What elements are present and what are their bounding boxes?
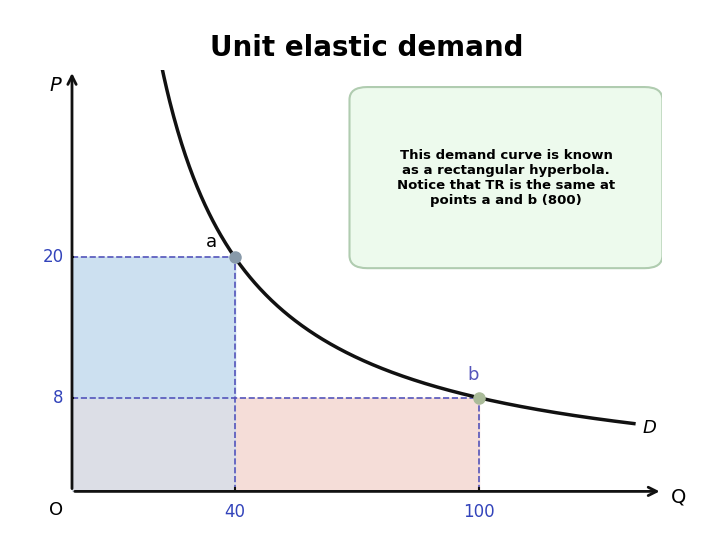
Text: O: O [49, 501, 63, 519]
Text: D: D [642, 419, 656, 437]
Text: 20: 20 [42, 248, 64, 266]
Title: Unit elastic demand: Unit elastic demand [210, 35, 524, 62]
Text: 8: 8 [53, 389, 64, 407]
Text: a: a [207, 233, 217, 251]
Text: Q: Q [670, 488, 686, 507]
Text: 40: 40 [225, 503, 246, 521]
Text: This demand curve is known
as a rectangular hyperbola.
Notice that TR is the sam: This demand curve is known as a rectangu… [397, 148, 615, 207]
Text: 100: 100 [464, 503, 495, 521]
Text: P: P [50, 76, 62, 95]
Text: b: b [467, 366, 479, 384]
FancyBboxPatch shape [349, 87, 662, 268]
